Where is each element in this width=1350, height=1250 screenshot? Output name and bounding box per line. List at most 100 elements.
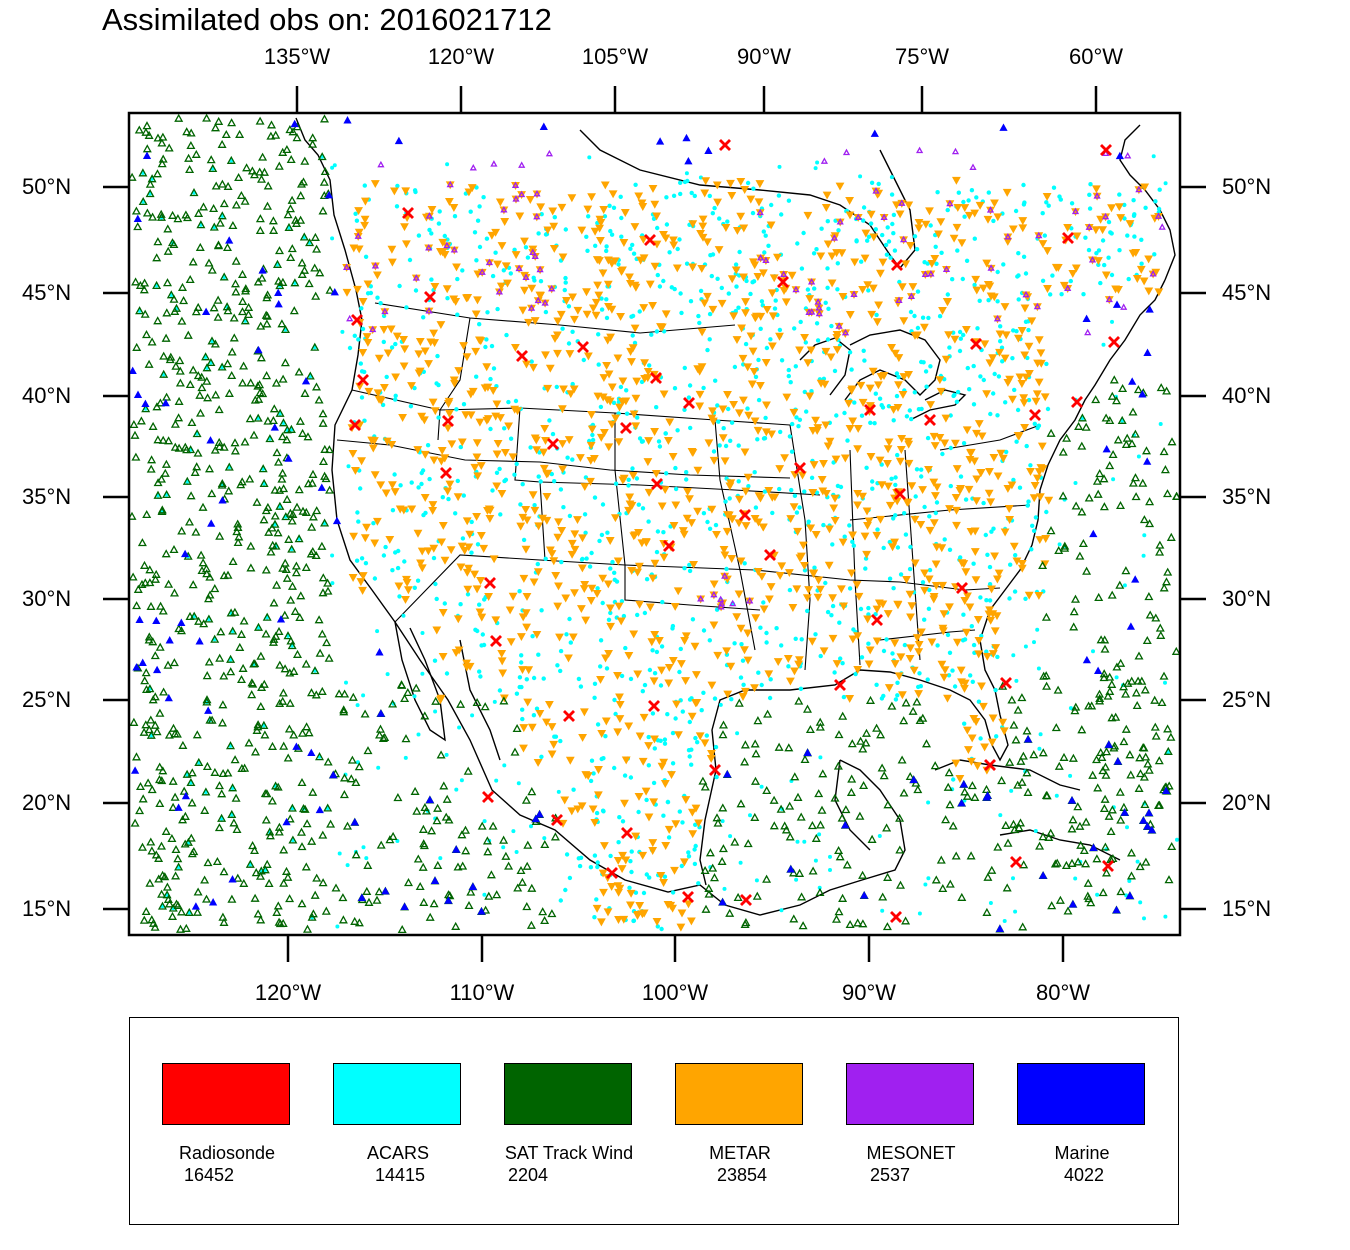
- acars-marker: [477, 322, 482, 327]
- acars-marker: [751, 279, 757, 284]
- metar-marker: [860, 254, 870, 263]
- metar-marker: [471, 347, 481, 356]
- sat-track-wind-marker: [283, 210, 293, 219]
- acars-marker: [834, 413, 839, 418]
- acars-marker: [696, 313, 701, 319]
- sat-track-wind-marker: [458, 861, 468, 870]
- metar-marker: [708, 407, 717, 416]
- sat-track-wind-marker: [1073, 802, 1083, 811]
- sat-track-wind-marker: [538, 907, 548, 916]
- acars-marker: [741, 362, 746, 367]
- sat-track-wind-marker: [321, 906, 331, 915]
- metar-marker: [659, 758, 669, 767]
- acars-marker: [596, 362, 601, 367]
- marine-marker: [130, 766, 140, 774]
- metar-marker: [1136, 265, 1146, 274]
- sat-track-wind-marker: [789, 914, 799, 923]
- metar-marker: [432, 626, 442, 635]
- sat-track-wind-marker: [141, 127, 151, 136]
- metar-marker: [590, 455, 599, 464]
- sat-track-wind-marker: [272, 907, 282, 916]
- metar-marker: [485, 514, 495, 523]
- metar-marker: [1034, 591, 1044, 600]
- acars-marker: [433, 709, 438, 714]
- metar-marker: [877, 481, 887, 490]
- sat-track-wind-marker: [527, 787, 537, 796]
- sat-track-wind-marker: [201, 787, 211, 796]
- metar-marker: [436, 457, 446, 466]
- sat-track-wind-marker: [1054, 545, 1064, 555]
- acars-marker: [916, 407, 922, 412]
- metar-marker: [476, 577, 485, 586]
- acars-marker: [874, 312, 879, 318]
- acars-marker: [927, 514, 932, 519]
- mesonet-marker: [721, 572, 729, 579]
- sat-track-wind-marker: [207, 336, 217, 345]
- marine-marker: [957, 798, 966, 807]
- acars-marker: [1010, 356, 1015, 361]
- sat-track-wind-marker: [1059, 752, 1069, 761]
- marine-marker: [1113, 757, 1123, 765]
- metar-marker: [587, 193, 597, 202]
- sat-track-wind-marker: [297, 827, 306, 836]
- sat-track-wind-marker: [183, 330, 193, 339]
- sat-track-wind-marker: [882, 823, 892, 832]
- acars-marker: [885, 225, 890, 230]
- acars-marker: [763, 415, 768, 421]
- sat-track-wind-marker: [192, 730, 202, 739]
- metar-marker: [698, 215, 708, 224]
- metar-marker: [905, 590, 915, 599]
- acars-marker: [431, 555, 437, 561]
- acars-marker: [458, 444, 463, 450]
- metar-marker: [1096, 215, 1105, 224]
- acars-marker: [815, 338, 821, 343]
- acars-marker: [688, 425, 693, 431]
- sat-track-wind-marker: [315, 648, 325, 657]
- acars-marker: [678, 180, 683, 185]
- sat-track-wind-marker: [167, 238, 178, 247]
- marine-marker: [284, 454, 293, 462]
- metar-marker: [399, 362, 409, 371]
- acars-marker: [623, 645, 628, 651]
- acars-marker: [649, 332, 654, 337]
- acars-marker: [619, 234, 624, 239]
- sat-track-wind-marker: [217, 789, 227, 798]
- metar-marker: [748, 347, 758, 356]
- acars-marker: [890, 221, 895, 227]
- marine-marker: [1120, 808, 1129, 816]
- top-lon-label: 135°W: [263, 44, 331, 69]
- acars-marker: [756, 670, 761, 675]
- marine-marker: [133, 214, 142, 223]
- metar-marker: [660, 486, 670, 495]
- sat-track-wind-marker: [189, 187, 199, 197]
- acars-marker: [358, 361, 363, 366]
- acars-marker: [539, 754, 544, 759]
- metar-marker: [978, 284, 988, 293]
- metar-marker: [354, 207, 364, 216]
- metar-marker: [428, 398, 438, 407]
- metar-marker: [1125, 220, 1135, 229]
- metar-marker: [788, 604, 798, 613]
- acars-marker: [888, 255, 893, 260]
- marine-marker: [332, 516, 342, 525]
- metar-marker: [939, 610, 949, 619]
- acars-marker: [914, 247, 920, 252]
- acars-marker: [707, 311, 713, 317]
- metar-marker: [962, 326, 971, 335]
- metar-marker: [501, 262, 511, 271]
- acars-marker: [868, 420, 873, 425]
- metar-marker: [570, 589, 579, 598]
- metar-marker: [573, 805, 583, 814]
- metar-marker: [802, 594, 812, 603]
- sat-track-wind-marker: [1017, 777, 1027, 786]
- sat-track-wind-marker: [1098, 887, 1108, 897]
- sat-track-wind-marker: [376, 840, 386, 849]
- metar-marker: [659, 390, 669, 399]
- sat-track-wind-marker: [263, 181, 273, 190]
- acars-marker: [670, 626, 675, 631]
- sat-track-wind-marker: [217, 813, 227, 822]
- sat-track-wind-marker: [492, 890, 502, 899]
- acars-marker: [886, 239, 892, 244]
- sat-track-wind-marker: [265, 434, 275, 443]
- acars-marker: [512, 247, 517, 252]
